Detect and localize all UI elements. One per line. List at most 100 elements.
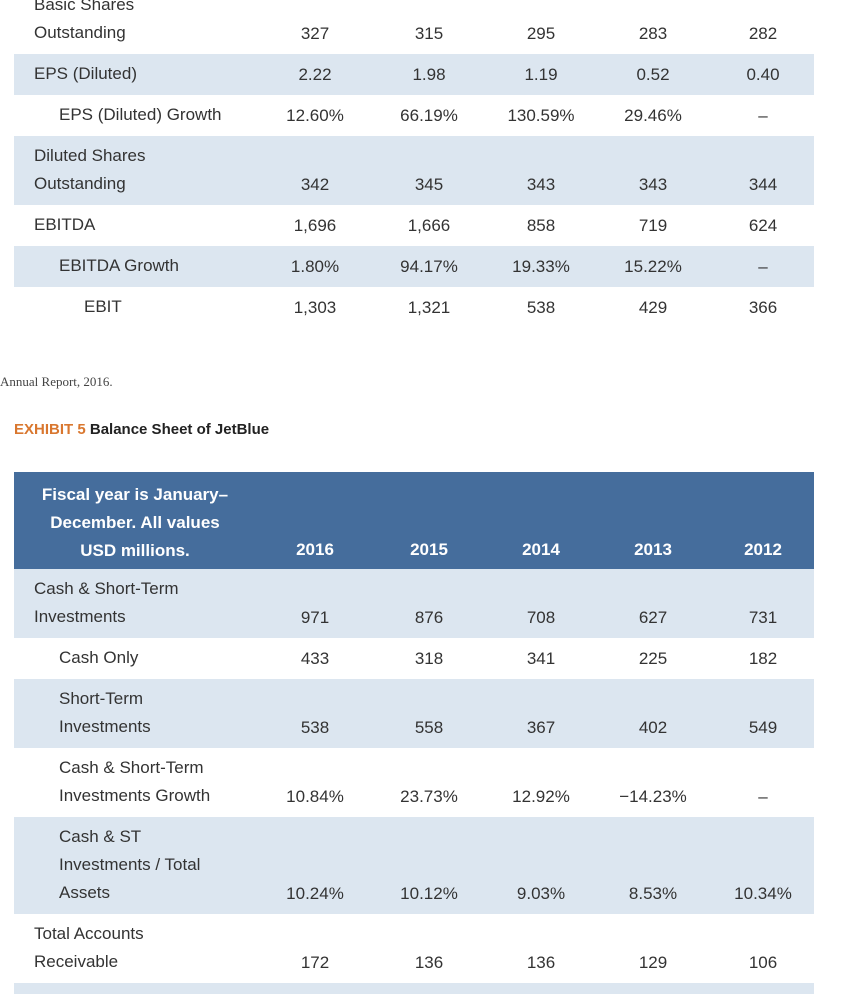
label-line: Investments / Total (59, 855, 201, 874)
label-line: Cash & Short-Term (34, 579, 179, 598)
cell-value: 719 (638, 216, 668, 235)
cell-value: 283 (638, 24, 668, 43)
cell-value: 558 (414, 718, 444, 737)
cell-value: 1.19 (524, 65, 558, 84)
cell-value: 136 (414, 953, 444, 972)
cell-value: 1,696 (293, 216, 337, 235)
cell-value: 10.84% (286, 787, 344, 806)
label-line: Receivable (34, 952, 119, 971)
cell-value: 1.80% (290, 257, 340, 276)
cell-value: 731 (748, 608, 778, 627)
column-header: 2014 (522, 540, 560, 559)
label-line: Outstanding (34, 23, 126, 42)
cell-value: 429 (638, 298, 668, 317)
cell-value: 344 (748, 175, 778, 194)
cell-value: 342 (300, 175, 330, 194)
table-row: Diluted Shares Outstanding 342 345 343 343 344 (14, 136, 814, 205)
cell-value: 12.60% (286, 106, 344, 125)
table-header: Fiscal year is January– December. All val… (14, 472, 814, 569)
row-label: Cash & ST Investments / Total Assets (59, 823, 200, 907)
table-row: Cash & ST Investments / Total Assets 10.24%… (14, 817, 814, 914)
cell-value: 367 (526, 718, 556, 737)
cell-value: 29.46% (624, 106, 682, 125)
table-row: Cash & Short-Term Investments Growth 10.84… (14, 748, 814, 817)
table-row: EPS (Diluted) Growth 12.60% 66.19% 130.59% 2… (14, 95, 814, 136)
cell-value: 345 (414, 175, 444, 194)
label-line: Diluted Shares (34, 146, 146, 165)
row-label: EBIT (84, 293, 122, 321)
label-line: EBIT (84, 297, 122, 316)
cell-value: 19.33% (512, 257, 570, 276)
exhibit-number: EXHIBIT 5 (14, 421, 86, 438)
label-line: Investments (34, 607, 126, 626)
row-label: EPS (Diluted) Growth (59, 101, 222, 129)
cell-value: 10.34% (734, 884, 792, 903)
row-label: EPS (Diluted) (34, 60, 137, 88)
table-row: Cash & Short-Term Investments 971 876 708 627… (14, 569, 814, 638)
table-row: Total Accounts Receivable 172 136 136 129 106 (14, 914, 814, 983)
cell-value: 341 (526, 649, 556, 668)
label-line: USD millions. (80, 541, 190, 560)
row-label: EBITDA Growth (59, 252, 179, 280)
table-row: EBITDA Growth 1.80% 94.17% 19.33% 15.22% – (14, 246, 814, 287)
cell-value: 971 (300, 608, 330, 627)
cell-value: 538 (300, 718, 330, 737)
cell-value: 295 (526, 24, 556, 43)
cell-value: 858 (526, 216, 556, 235)
cell-value: 130.59% (507, 106, 575, 125)
cell-value: 0.40 (746, 65, 780, 84)
label-line: EPS (Diluted) Growth (59, 105, 222, 124)
row-label: Diluted Shares Outstanding (34, 142, 146, 198)
cell-value: 182 (748, 649, 778, 668)
cell-value: – (758, 257, 768, 276)
cell-value: 12.92% (512, 787, 570, 806)
cell-value: 538 (526, 298, 556, 317)
cell-value: 1.98 (412, 65, 446, 84)
table-row: Cash Only 433 318 341 225 182 (14, 638, 814, 679)
column-header: 2015 (410, 540, 448, 559)
exhibit-name: Balance Sheet of JetBlue (89, 421, 270, 438)
cell-value: 549 (748, 718, 778, 737)
cell-value: 433 (300, 649, 330, 668)
cell-value: 10.24% (286, 884, 344, 903)
label-line: Cash & Short-Term (59, 758, 204, 777)
label-line: Outstanding (34, 174, 126, 193)
label-line: December. All values (50, 513, 220, 532)
label-line: Cash & ST (59, 827, 142, 846)
label-line: EPS (Diluted) (34, 64, 137, 83)
column-header: 2013 (634, 540, 672, 559)
cell-value: 172 (300, 953, 330, 972)
cell-value: 876 (414, 608, 444, 627)
header-label: Fiscal year is January– December. All val… (34, 481, 236, 565)
cell-value: 66.19% (400, 106, 458, 125)
table-row (14, 983, 814, 994)
cell-value: 708 (526, 608, 556, 627)
cell-value: 402 (638, 718, 668, 737)
label-line: Cash Only (59, 648, 139, 667)
column-header: 2016 (296, 540, 334, 559)
cell-value: 624 (748, 216, 778, 235)
cell-value: 343 (638, 175, 668, 194)
cell-value: 627 (638, 608, 668, 627)
label-line: Total Accounts (34, 924, 144, 943)
cell-value: – (758, 787, 768, 806)
cell-value: 129 (638, 953, 668, 972)
cell-value: 327 (300, 24, 330, 43)
label-line: Investments Growth (59, 786, 211, 805)
cell-value: 94.17% (400, 257, 458, 276)
row-label: Basic Shares Outstanding (34, 0, 134, 47)
cell-value: 315 (414, 24, 444, 43)
cell-value: 343 (526, 175, 556, 194)
source-note: Annual Report, 2016. (0, 374, 113, 389)
row-label: Cash & Short-Term Investments Growth (59, 754, 210, 810)
cell-value: – (758, 106, 768, 125)
column-header: 2012 (744, 540, 782, 559)
label-line: Basic Shares (34, 0, 135, 14)
cell-value: 8.53% (628, 884, 678, 903)
label-line: EBITDA Growth (59, 256, 179, 275)
cell-value: 0.52 (636, 65, 670, 84)
table-row: EBITDA 1,696 1,666 858 719 624 (14, 205, 814, 246)
cell-value: 106 (748, 953, 778, 972)
cell-value: 2.22 (298, 65, 332, 84)
